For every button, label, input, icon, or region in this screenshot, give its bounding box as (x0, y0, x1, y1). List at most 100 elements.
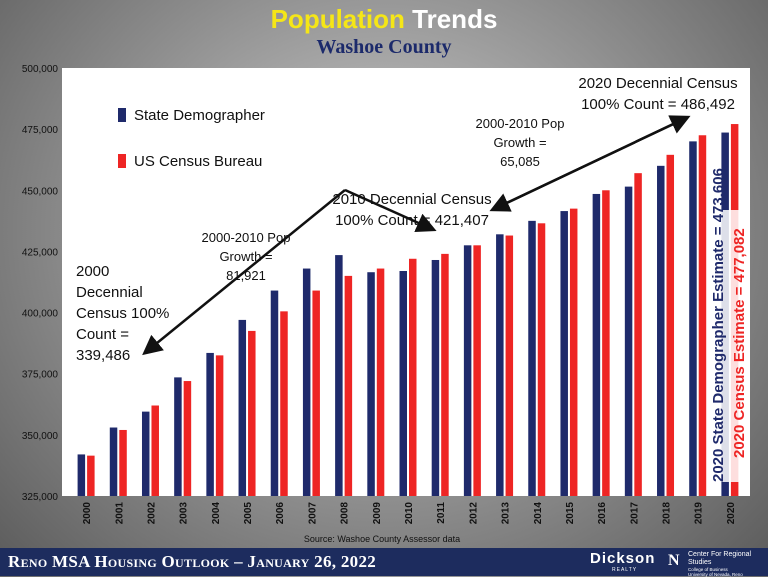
annotation-2000-census: 339,486 (76, 347, 130, 364)
x-tick-label: 2007 (307, 502, 318, 525)
x-tick-label: 2001 (114, 502, 125, 525)
bar-us-census (602, 190, 610, 497)
x-tick-label: 2016 (597, 502, 608, 525)
label-2020-census-estimate: 2020 Census Estimate = 477,082 (731, 228, 748, 458)
bar-state-demographer (592, 193, 601, 496)
x-tick-label: 2013 (501, 502, 512, 525)
footer-text: Reno MSA Housing Outlook – January 26, 2… (8, 552, 377, 571)
x-tick-label: 2009 (372, 502, 383, 525)
bar-state-demographer (206, 352, 214, 496)
bar-us-census (666, 154, 675, 496)
label-2020-state-estimate: 2020 State Demographer Estimate = 473,60… (710, 168, 727, 482)
bar-state-demographer (141, 411, 150, 496)
bar-state-demographer (270, 290, 279, 496)
bar-state-demographer (528, 220, 536, 496)
legend-label-state: State Demographer (134, 107, 265, 124)
x-tick-label: 2015 (565, 502, 576, 525)
bar-state-demographer (302, 268, 311, 496)
bar-state-demographer (109, 427, 118, 496)
arrow-to-2010 (344, 188, 437, 232)
x-tick-label: 2014 (533, 502, 544, 525)
annotation-2000-census: Census 100% (76, 305, 169, 322)
y-tick-label: 425,000 (22, 247, 59, 258)
y-tick-label: 325,000 (22, 492, 59, 503)
page-title: Population Trends (0, 4, 768, 35)
annotation-2020-census: 100% Count = 486,492 (581, 96, 735, 113)
bar-state-demographer (463, 245, 472, 496)
page-subtitle: Washoe County (316, 36, 452, 58)
x-tick-label: 2008 (340, 502, 351, 525)
bar-state-demographer (367, 272, 375, 496)
bar-us-census (698, 135, 707, 496)
population-bar-chart: 325,000 350,000 375,000 400,000 425,000 450,0… (22, 64, 750, 544)
annotation-growth-2000-2010: 2000-2010 Pop (202, 230, 291, 245)
title-population: Population (270, 4, 405, 34)
estimate-label-bg (708, 210, 748, 482)
x-tick-label: 2005 (243, 502, 254, 525)
legend-swatch-census (118, 154, 126, 168)
bar-us-census (473, 245, 481, 496)
bar-us-census (569, 208, 578, 496)
unr-n-logo: N (668, 552, 680, 569)
x-tick-label: 2020 (726, 502, 737, 525)
bar-state-demographer (624, 186, 633, 497)
bar-us-census (183, 381, 192, 496)
x-tick-label: 2012 (468, 502, 479, 525)
y-tick-label: 450,000 (22, 186, 59, 197)
bar-us-census (248, 330, 256, 496)
center-name: Center For Regional Studies (688, 551, 752, 566)
bar-us-census (634, 173, 642, 496)
bar-state-demographer (560, 211, 568, 496)
bar-us-census (441, 253, 449, 496)
center-regional-studies-logo: Center For Regional Studies College of B… (688, 551, 766, 577)
x-tick-label: 2018 (662, 502, 673, 525)
x-tick-label: 2003 (179, 502, 190, 525)
annotation-2000-census: Decennial (76, 284, 143, 301)
bar-us-census (119, 429, 127, 496)
bar-state-demographer (689, 141, 697, 496)
bar-us-census (215, 355, 224, 496)
bar-us-census (537, 223, 546, 496)
source-note: Source: Washoe County Assessor data (304, 534, 460, 544)
arrow-to-2000 (142, 189, 346, 356)
bar-state-demographer (431, 259, 440, 496)
x-axis: 2000 2001 2002 2003 2004 2005 2006 2007 2008 2009… (82, 502, 737, 525)
annotation-2020-census: 2020 Decennial Census (578, 75, 737, 92)
annotations: 2000 Decennial Census 100% Count = 339,486 20… (76, 75, 748, 544)
x-tick-label: 2017 (629, 502, 640, 525)
legend-swatch-state (118, 108, 126, 122)
footer-bar: Reno MSA Housing Outlook – January 26, 2… (0, 548, 768, 577)
y-tick-label: 475,000 (22, 125, 59, 136)
x-tick-label: 2006 (275, 502, 286, 525)
bar-us-census (376, 268, 385, 496)
annotation-2010-census: 2010 Decennial Census (332, 191, 491, 208)
annotation-2000-census: Count = (76, 326, 129, 343)
bar-us-census (409, 258, 417, 496)
y-tick-label: 400,000 (22, 309, 59, 320)
dickson-logo: Dickson (590, 550, 656, 567)
bar-state-demographer (657, 165, 665, 496)
bar-us-census (87, 455, 95, 496)
bar-us-census (151, 405, 159, 496)
annotation-growth-2010-2020: Growth = (493, 135, 546, 150)
bar-state-demographer (238, 319, 247, 496)
x-tick-label: 2004 (211, 502, 222, 525)
annotation-growth-2010-2020: 2000-2010 Pop (476, 116, 565, 131)
bar-state-demographer (77, 454, 86, 496)
bar-us-census (505, 235, 514, 496)
x-tick-label: 2000 (82, 502, 93, 525)
arrow-to-2020 (493, 115, 691, 211)
bar-state-demographer (174, 377, 182, 496)
y-axis: 325,000 350,000 375,000 400,000 425,000 450,0… (22, 64, 59, 503)
legend-label-census: US Census Bureau (134, 153, 262, 170)
bar-us-census (312, 290, 320, 496)
bar-us-census (344, 275, 353, 496)
y-tick-label: 375,000 (22, 370, 59, 381)
bar-state-demographer (399, 270, 407, 496)
legend: State Demographer US Census Bureau (118, 107, 265, 170)
x-tick-label: 2002 (146, 502, 157, 525)
center-sub1: College of Business (688, 567, 728, 572)
bar-us-census (280, 311, 288, 496)
x-tick-label: 2011 (436, 502, 447, 524)
y-tick-label: 350,000 (22, 431, 59, 442)
